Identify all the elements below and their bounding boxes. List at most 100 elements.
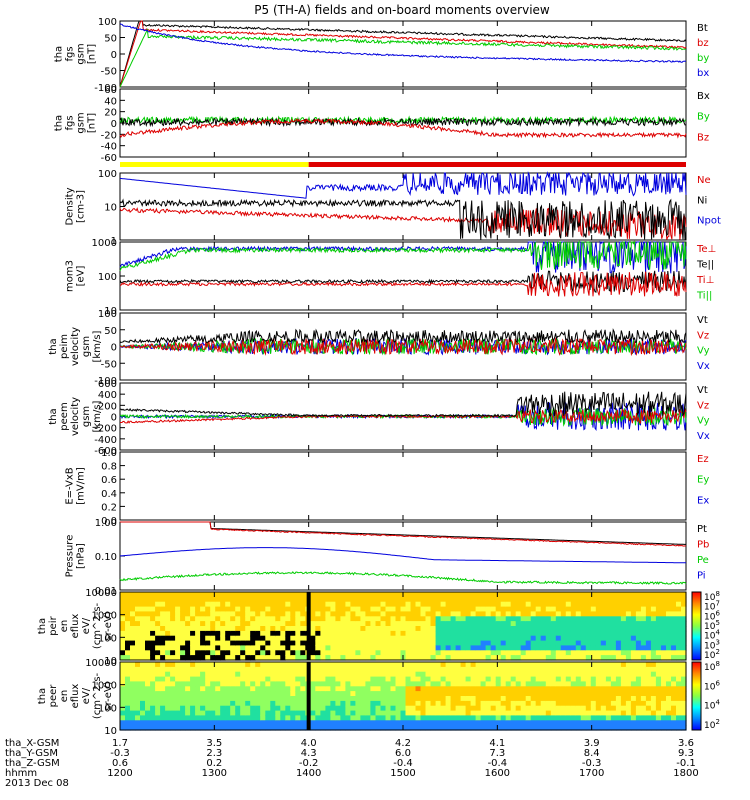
heatmap-cell: [200, 640, 206, 647]
heatmap-cell: [681, 596, 687, 603]
heatmap-cell: [175, 650, 181, 656]
heatmap-cell: [505, 606, 512, 613]
heatmap-cell: [395, 640, 402, 647]
heatmap-cell: [430, 621, 437, 627]
heatmap-cell: [510, 645, 517, 651]
axis-value: 7.3: [489, 748, 505, 759]
heatmap-cell: [200, 601, 206, 608]
heatmap-cell: [505, 691, 512, 697]
heatmap-cell: [500, 705, 507, 712]
heatmap-cell: [175, 630, 181, 637]
heatmap-cell: [620, 635, 627, 642]
heatmap-cell: [340, 720, 346, 726]
heatmap-cell: [360, 655, 366, 661]
heatmap-cell: [260, 666, 266, 673]
heatmap-cell: [430, 691, 437, 697]
heatmap-cell: [200, 715, 206, 721]
heatmap-cell: [165, 676, 171, 683]
heatmap-cell: [120, 592, 126, 598]
heatmap-cell: [425, 616, 432, 622]
heatmap-cell: [245, 621, 251, 627]
heatmap-cell: [505, 715, 512, 721]
heatmap-cell: [345, 645, 351, 651]
heatmap-cell: [255, 696, 261, 702]
heatmap-cell: [655, 662, 662, 668]
heatmap-cell: [565, 710, 572, 717]
heatmap-cell: [535, 645, 542, 651]
heatmap-cell: [676, 621, 682, 627]
heatmap-cell: [615, 691, 622, 697]
axis-value: 0.6: [112, 758, 128, 769]
heatmap-cell: [320, 700, 326, 707]
heatmap-cell: [485, 650, 492, 656]
heatmap-cell: [645, 666, 652, 673]
heatmap-cell: [505, 640, 512, 647]
heatmap-cell: [125, 710, 131, 717]
heatmap-cell: [445, 725, 452, 731]
heatmap-cell: [235, 725, 241, 731]
heatmap-cell: [681, 601, 687, 608]
heatmap-cell: [145, 606, 151, 613]
heatmap-cell: [190, 681, 196, 687]
heatmap-cell: [380, 592, 387, 598]
heatmap-cell: [165, 655, 171, 661]
heatmap-cell: [210, 710, 216, 717]
heatmap-cell: [325, 601, 331, 608]
heatmap-cell: [260, 611, 266, 617]
heatmap-cell: [345, 696, 351, 702]
heatmap-cell: [225, 592, 231, 598]
heatmap-cell: [295, 676, 301, 683]
heatmap-cell: [485, 611, 492, 617]
heatmap-cell: [520, 626, 527, 632]
heatmap-cell: [470, 725, 477, 731]
heatmap-cell: [375, 691, 382, 697]
heatmap-cell: [270, 720, 276, 726]
heatmap-cell: [195, 650, 201, 656]
heatmap-cell: [150, 686, 156, 692]
heatmap-cell: [445, 666, 452, 673]
heatmap-cell: [525, 686, 532, 692]
heatmap-cell: [215, 611, 221, 617]
heatmap-cell: [165, 705, 171, 712]
heatmap-cell: [245, 715, 251, 721]
heatmap-cell: [671, 650, 677, 656]
heatmap-cell: [475, 696, 482, 702]
heatmap-cell: [500, 671, 507, 678]
heatmap-cell: [405, 720, 412, 726]
heatmap-cell: [535, 715, 542, 721]
heatmap-cell: [245, 681, 251, 687]
heatmap-cell: [285, 645, 291, 651]
heatmap-cell: [300, 671, 306, 678]
heatmap-cell: [220, 640, 226, 647]
heatmap-cell: [500, 640, 507, 647]
heatmap-cell: [465, 720, 472, 726]
heatmap-cell: [540, 606, 547, 613]
heatmap-cell: [385, 640, 392, 647]
heatmap-cell: [405, 710, 412, 717]
heatmap-cell: [130, 666, 136, 673]
heatmap-cell: [480, 686, 487, 692]
heatmap-cell: [520, 691, 527, 697]
heatmap-cell: [650, 611, 657, 617]
heatmap-cell: [520, 630, 527, 637]
heatmap-cell: [625, 720, 632, 726]
heatmap-cell: [310, 662, 316, 668]
heatmap-cell: [425, 681, 432, 687]
heatmap-cell: [585, 676, 592, 683]
heatmap-cell: [470, 705, 477, 712]
heatmap-cell: [465, 606, 472, 613]
heatmap-cell: [195, 640, 201, 647]
heatmap-cell: [560, 655, 567, 661]
heatmap-cell: [435, 715, 442, 721]
heatmap-cell: [190, 720, 196, 726]
heatmap-cell: [130, 616, 136, 622]
y-tick-label: 100: [98, 633, 117, 644]
heatmap-cell: [225, 725, 231, 731]
heatmap-cell: [205, 691, 211, 697]
heatmap-cell: [420, 635, 427, 642]
heatmap-cell: [395, 621, 402, 627]
heatmap-cell: [355, 681, 361, 687]
heatmap-cell: [265, 621, 271, 627]
heatmap-cell: [335, 691, 341, 697]
heatmap-cell: [325, 606, 331, 613]
